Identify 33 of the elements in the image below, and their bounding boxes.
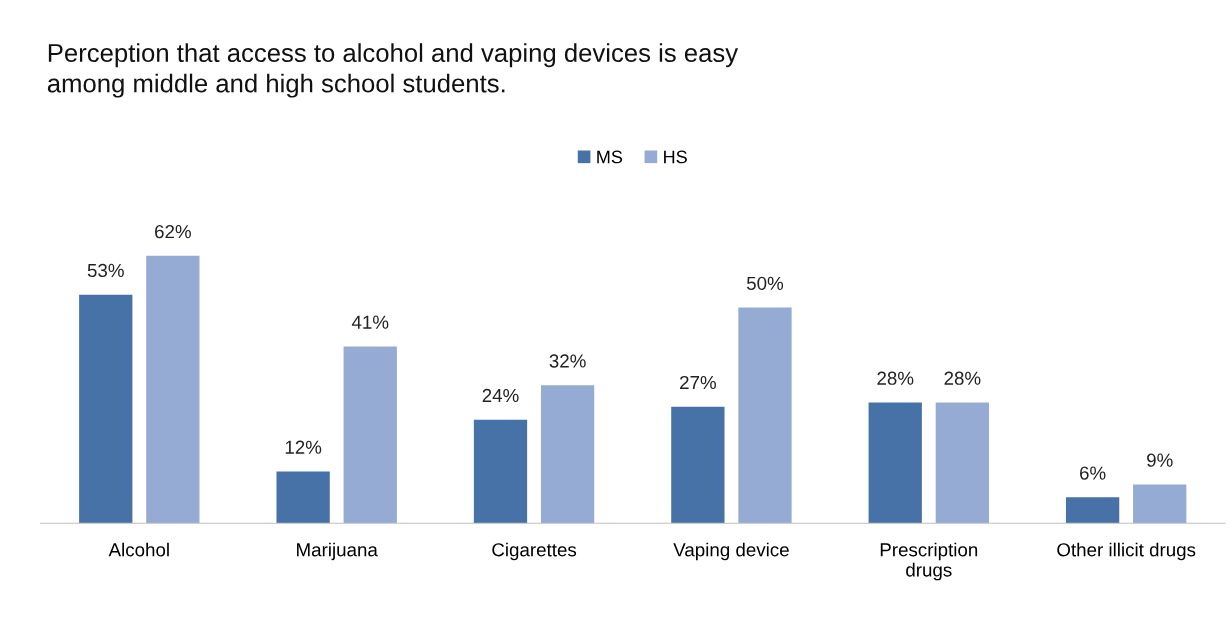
chart-title: Perception that access to alcohol and vaping devices is easy among middle and high school students. xyxy=(47,43,739,98)
data-label: 53% xyxy=(87,263,124,278)
bar xyxy=(343,346,397,524)
bar xyxy=(473,419,528,524)
bar xyxy=(146,255,200,524)
data-label: 41% xyxy=(351,315,389,329)
data-label: 62% xyxy=(155,224,191,239)
legend-label: MS xyxy=(597,150,623,164)
data-label: 32% xyxy=(549,354,586,368)
bar xyxy=(79,294,133,524)
bar xyxy=(1133,484,1187,524)
data-label: 28% xyxy=(944,371,981,385)
data-label: 12% xyxy=(285,440,322,454)
x-tick-label: Marijuana xyxy=(297,542,378,561)
x-tick-label: Cigarettes xyxy=(492,542,577,561)
x-tick-label: Other illicit drugs xyxy=(1057,542,1196,561)
bar xyxy=(1065,497,1120,524)
bar xyxy=(738,307,792,524)
x-tick-label: Prescription drugs xyxy=(880,542,978,581)
legend-label: HS xyxy=(664,150,687,164)
bar xyxy=(935,402,989,524)
data-label: 50% xyxy=(746,276,784,290)
bar xyxy=(671,406,725,524)
x-tick-label: Vaping device xyxy=(673,542,789,561)
data-label: 9% xyxy=(1147,453,1173,467)
data-label: 27% xyxy=(680,375,716,390)
x-tick-label: Alcohol xyxy=(108,542,169,557)
data-label: 28% xyxy=(877,371,914,385)
bar xyxy=(540,385,595,524)
bar xyxy=(868,402,922,524)
data-label: 24% xyxy=(482,388,519,403)
bar xyxy=(276,471,330,524)
data-label: 6% xyxy=(1080,466,1106,480)
